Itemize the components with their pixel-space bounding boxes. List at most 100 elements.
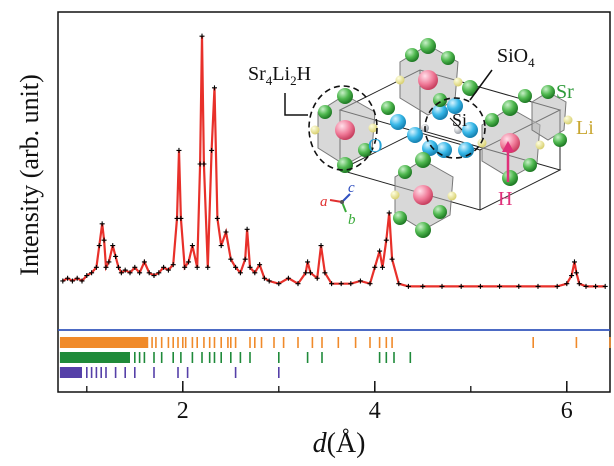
observed-point bbox=[367, 281, 373, 287]
observed-point bbox=[84, 273, 90, 279]
sr-atom bbox=[462, 80, 478, 96]
sr-atom bbox=[441, 51, 455, 65]
observed-point bbox=[89, 270, 95, 276]
observed-point bbox=[247, 264, 253, 270]
sr-atom bbox=[433, 205, 447, 219]
observed-point bbox=[103, 264, 109, 270]
observed-point bbox=[242, 256, 248, 262]
observed-point bbox=[576, 281, 582, 287]
li-atom bbox=[535, 140, 545, 150]
observed-point bbox=[405, 283, 411, 289]
observed-point bbox=[322, 270, 328, 276]
li-atom bbox=[563, 115, 573, 125]
li-atom bbox=[477, 138, 487, 148]
observed-point bbox=[74, 275, 80, 281]
observed-point bbox=[564, 281, 570, 287]
lithium-atoms bbox=[310, 75, 573, 201]
observed-point bbox=[535, 283, 541, 289]
observed-point bbox=[194, 264, 200, 270]
observed-point bbox=[211, 85, 217, 91]
observed-point bbox=[170, 262, 176, 268]
observed-point bbox=[554, 283, 560, 289]
observed-point bbox=[357, 278, 363, 284]
o-atom bbox=[422, 140, 438, 156]
observed-point bbox=[389, 256, 395, 262]
observed-points bbox=[60, 33, 608, 289]
sr-atom bbox=[518, 89, 532, 103]
observed-point bbox=[214, 215, 220, 221]
sr-atom bbox=[393, 211, 407, 225]
observed-point bbox=[161, 264, 167, 270]
crystal-axes: a c b bbox=[320, 180, 356, 228]
observed-point bbox=[146, 270, 152, 276]
observed-point bbox=[218, 243, 224, 249]
li-label: Li bbox=[576, 117, 594, 139]
observed-point bbox=[122, 267, 128, 273]
reflection-tick-band bbox=[59, 352, 130, 363]
sr-atom bbox=[337, 88, 353, 104]
observed-point bbox=[186, 259, 192, 265]
axis-a-label: a bbox=[320, 194, 328, 210]
observed-point bbox=[497, 283, 503, 289]
x-tick-label: 2 bbox=[177, 398, 189, 424]
observed-point bbox=[205, 264, 211, 270]
observed-point bbox=[266, 278, 272, 284]
reflection-ticks bbox=[59, 337, 611, 378]
li-atom bbox=[453, 77, 463, 87]
sr4li2h-leader bbox=[284, 93, 308, 116]
sr-atom bbox=[337, 157, 353, 173]
observed-point bbox=[165, 267, 171, 273]
observed-point bbox=[439, 283, 445, 289]
li-atom bbox=[390, 190, 400, 200]
h-label: H bbox=[498, 188, 512, 210]
sr-atom bbox=[553, 133, 567, 147]
observed-point bbox=[314, 275, 320, 281]
axis-b-label: b bbox=[348, 212, 356, 228]
observed-point bbox=[477, 283, 483, 289]
reflection-tick-band bbox=[59, 337, 149, 348]
sr4li2h-highlight bbox=[308, 85, 378, 171]
observed-point bbox=[348, 281, 354, 287]
observed-point bbox=[127, 270, 133, 276]
observed-point bbox=[252, 270, 258, 276]
li-atom bbox=[395, 75, 405, 85]
observed-point bbox=[113, 253, 119, 259]
octahedra bbox=[317, 44, 567, 231]
y-axis-label: Intensity (arb. unit) bbox=[15, 74, 44, 275]
reflection-tick-band bbox=[59, 367, 82, 378]
li-atom bbox=[368, 123, 378, 133]
observed-point bbox=[569, 273, 575, 279]
observed-point bbox=[379, 264, 385, 270]
observed-point bbox=[593, 283, 599, 289]
observed-point bbox=[372, 264, 378, 270]
sr-atom bbox=[420, 38, 436, 54]
observed-point bbox=[458, 283, 464, 289]
sio4-label: SiO4 bbox=[497, 45, 535, 70]
sio4-highlight bbox=[424, 97, 486, 159]
observed-point bbox=[156, 270, 162, 276]
observed-point bbox=[176, 147, 182, 153]
observed-point bbox=[244, 226, 250, 232]
sr-atom bbox=[485, 113, 499, 127]
h-atom bbox=[418, 70, 438, 90]
x-tick-label: 4 bbox=[369, 398, 381, 424]
h-atom bbox=[335, 120, 355, 140]
x-axis-variable: d bbox=[313, 428, 328, 459]
observed-point bbox=[65, 275, 71, 281]
axis-c-label: c bbox=[348, 180, 355, 196]
observed-point bbox=[257, 262, 263, 268]
observed-point bbox=[151, 273, 157, 279]
x-tick-label: 6 bbox=[561, 398, 573, 424]
observed-point bbox=[178, 215, 184, 221]
observed-point bbox=[303, 270, 309, 276]
observed-point bbox=[189, 243, 195, 249]
o-label: O bbox=[368, 135, 382, 157]
observed-point bbox=[396, 281, 402, 287]
sio4-leader bbox=[469, 69, 493, 101]
observed-point bbox=[182, 264, 188, 270]
observed-point bbox=[69, 278, 75, 284]
observed-point bbox=[329, 281, 335, 287]
sr-label: Sr bbox=[556, 81, 574, 103]
observed-point bbox=[305, 259, 311, 265]
sr-atom bbox=[405, 48, 419, 62]
